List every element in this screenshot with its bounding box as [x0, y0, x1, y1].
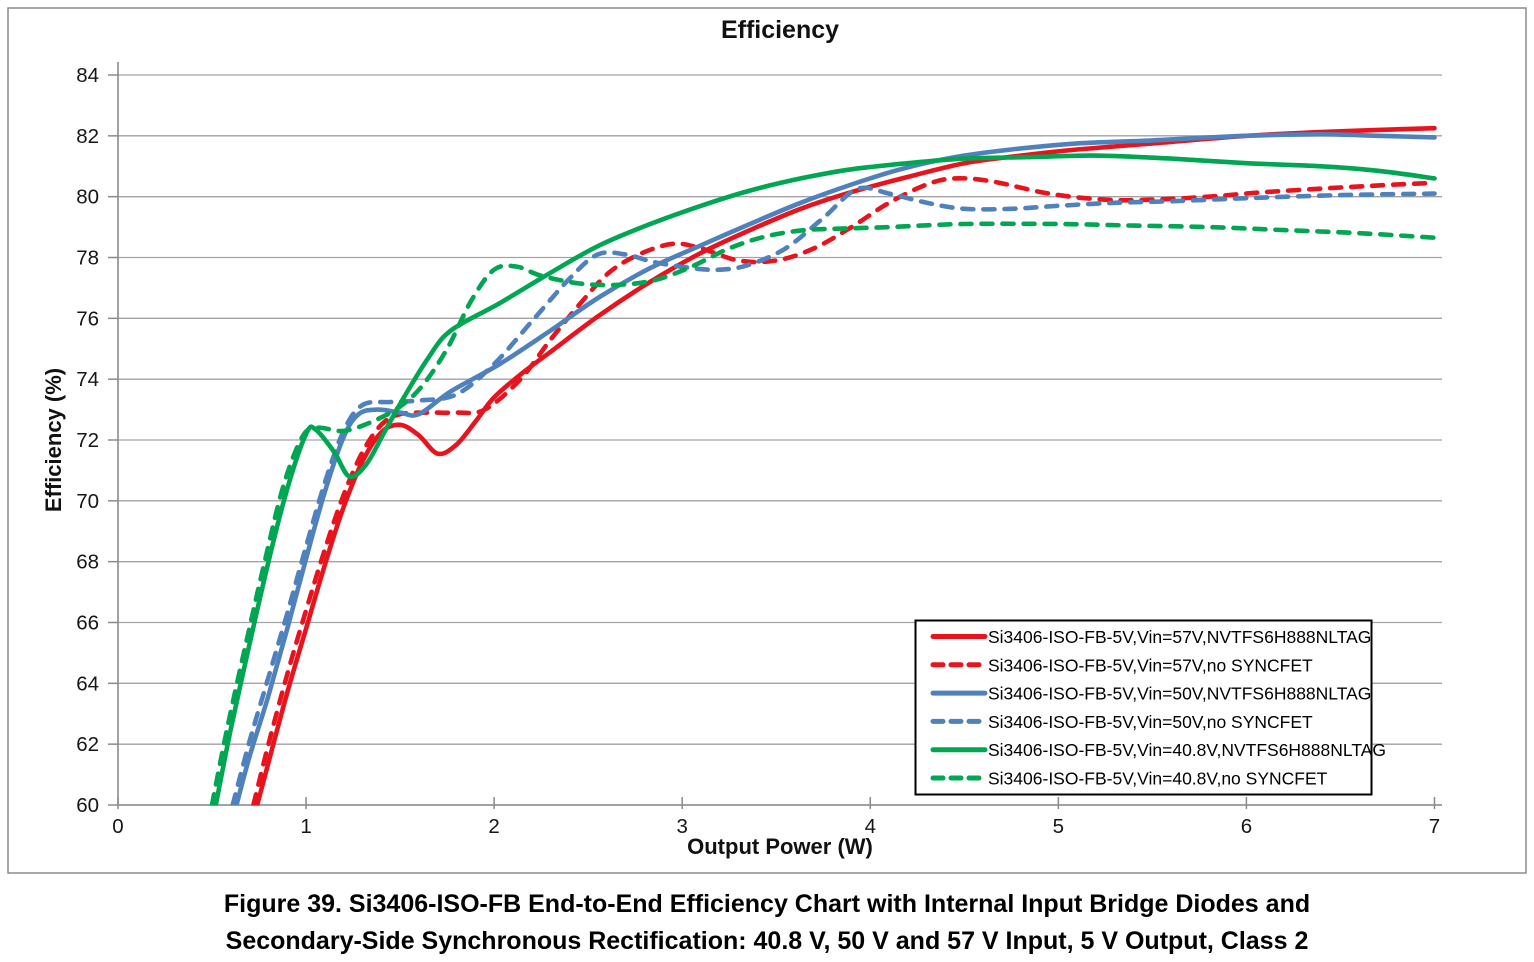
- y-tick-label: 84: [76, 64, 99, 87]
- y-tick-label: 66: [76, 612, 99, 635]
- legend-box: [914, 619, 1373, 796]
- y-tick-label: 62: [76, 733, 99, 756]
- legend-entry-vin40v8-nosyncfet: Si3406-ISO-FB-5V,Vin=40.8V,no SYNCFET: [930, 769, 1328, 789]
- legend-label: Si3406-ISO-FB-5V,Vin=57V,no SYNCFET: [988, 655, 1313, 675]
- series-line-vin57v-syncfet: [254, 125, 1437, 806]
- legend-label: Si3406-ISO-FB-5V,Vin=57V,NVTFS6H888NLTAG: [988, 627, 1371, 647]
- legend-entry-vin50v-syncfet: Si3406-ISO-FB-5V,Vin=50V,NVTFS6H888NLTAG: [930, 684, 1371, 704]
- y-tick-label: 74: [76, 368, 99, 391]
- y-tick-label: 78: [76, 247, 99, 270]
- figure-caption: Figure 39. Si3406-ISO-FB End-to-End Effi…: [0, 886, 1534, 960]
- legend-label: Si3406-ISO-FB-5V,Vin=50V,NVTFS6H888NLTAG: [988, 684, 1371, 704]
- tick-labels: 60 62 64 66 68 70 72 74 76 78 80 82 84 0 1 2 3 4 5 6 7: [76, 64, 1440, 838]
- axes: [117, 62, 1442, 809]
- legend-label: Si3406-ISO-FB-5V,Vin=40.8V,no SYNCFET: [988, 769, 1328, 789]
- legend-entry-vin40v8-syncfet: Si3406-ISO-FB-5V,Vin=40.8V,NVTFS6H888NLT…: [930, 740, 1386, 760]
- efficiency-line-chart: 60 62 64 66 68 70 72 74 76 78 80 82 84 0 1 2 3 4 5 6 7 Si3406…: [7, 7, 1527, 874]
- x-tick-label: 0: [112, 815, 123, 838]
- series-line-vin50v-nosyncfet: [230, 185, 1437, 806]
- legend-label: Si3406-ISO-FB-5V,Vin=40.8V,NVTFS6H888NLT…: [988, 740, 1386, 760]
- x-axis-label: Output Power (W): [687, 834, 873, 859]
- x-tick-label: 3: [677, 815, 688, 838]
- y-tick-label: 72: [76, 429, 99, 452]
- y-tick-label: 82: [76, 125, 99, 148]
- y-tick-label: 68: [76, 551, 99, 574]
- series-line-vin40v8-syncfet: [213, 153, 1437, 806]
- x-tick-label: 5: [1053, 815, 1064, 838]
- y-axis-label: Efficiency (%): [41, 367, 66, 513]
- caption-line-2: Secondary-Side Synchronous Rectification…: [225, 927, 1309, 955]
- legend-entry-vin57v-syncfet: Si3406-ISO-FB-5V,Vin=57V,NVTFS6H888NLTAG: [930, 627, 1371, 647]
- x-tick-label: 2: [488, 815, 499, 838]
- legend-label: Si3406-ISO-FB-5V,Vin=50V,no SYNCFET: [988, 712, 1313, 732]
- legend: Si3406-ISO-FB-5V,Vin=57V,NVTFS6H888NLTAG…: [914, 619, 1386, 796]
- y-tick-label: 60: [76, 794, 99, 817]
- legend-entry-vin57v-nosyncfet: Si3406-ISO-FB-5V,Vin=57V,no SYNCFET: [930, 655, 1313, 675]
- y-tick-label: 70: [76, 490, 99, 513]
- series-line-vin50v-syncfet: [234, 132, 1437, 806]
- chart-title: Efficiency: [720, 16, 840, 44]
- y-tick-label: 80: [76, 186, 99, 209]
- series-lines: [209, 125, 1437, 806]
- series-line-vin57v-nosyncfet: [251, 175, 1437, 806]
- caption-line-1: Figure 39. Si3406-ISO-FB End-to-End Effi…: [223, 890, 1311, 918]
- chart-frame: 60 62 64 66 68 70 72 74 76 78 80 82 84 0 1 2 3 4 5 6 7 Si3406…: [7, 7, 1527, 874]
- y-tick-label: 64: [76, 672, 99, 695]
- legend-entry-vin50v-nosyncfet: Si3406-ISO-FB-5V,Vin=50V,no SYNCFET: [930, 712, 1313, 732]
- x-tick-label: 4: [865, 815, 876, 838]
- x-tick-label: 7: [1429, 815, 1440, 838]
- y-tick-label: 76: [76, 307, 99, 330]
- x-tick-label: 6: [1241, 815, 1252, 838]
- x-tick-label: 1: [300, 815, 311, 838]
